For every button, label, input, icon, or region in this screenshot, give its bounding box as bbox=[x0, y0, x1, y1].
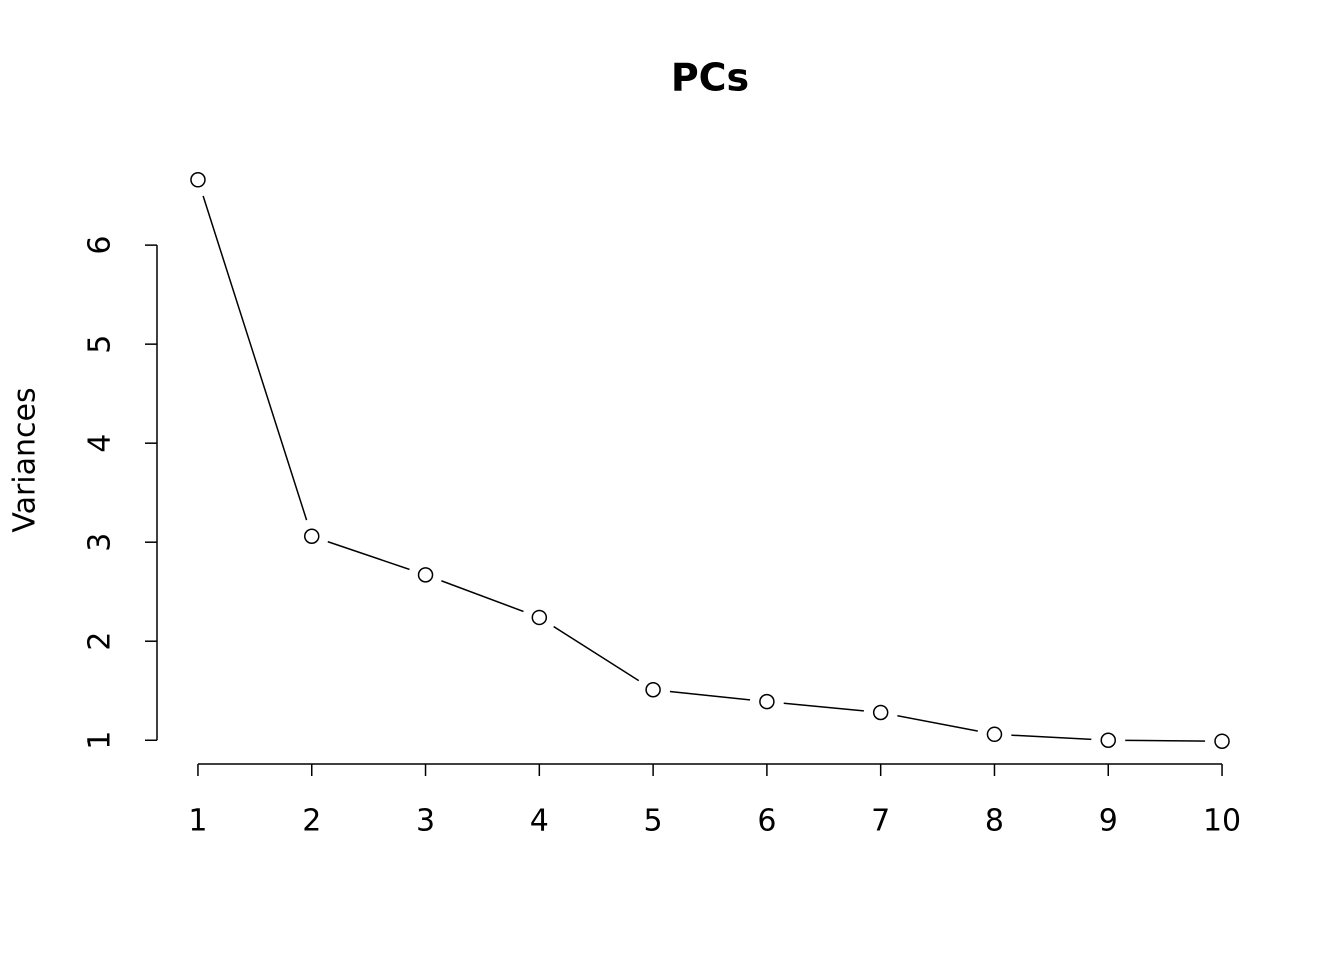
point bbox=[303, 528, 320, 545]
point bbox=[759, 693, 775, 710]
y-tick-label: 6 bbox=[83, 236, 118, 255]
x-tick-label: 6 bbox=[757, 804, 776, 839]
chart-title: PCs bbox=[671, 56, 749, 100]
point bbox=[190, 172, 206, 188]
x-tick-label: 2 bbox=[302, 804, 321, 839]
point bbox=[1100, 732, 1117, 748]
x-tick-label: 10 bbox=[1203, 804, 1241, 839]
point bbox=[645, 681, 661, 698]
x-tick-label: 7 bbox=[871, 804, 890, 839]
x-tick-label: 5 bbox=[644, 804, 663, 839]
point bbox=[986, 726, 1003, 743]
point bbox=[872, 704, 889, 721]
line bbox=[197, 179, 1223, 742]
y-tick-label: 3 bbox=[83, 533, 118, 552]
y-axis-label: Variances bbox=[8, 387, 43, 532]
y-tick-label: 4 bbox=[83, 434, 118, 453]
point bbox=[1214, 733, 1230, 749]
y-tick-label: 2 bbox=[83, 632, 118, 651]
point bbox=[531, 609, 548, 626]
point bbox=[417, 567, 434, 583]
y-tick-label: 5 bbox=[83, 335, 118, 354]
x-tick-label: 9 bbox=[1099, 804, 1118, 839]
y-tick-label: 1 bbox=[83, 731, 118, 750]
x-tick-label: 3 bbox=[416, 804, 435, 839]
x-tick-label: 8 bbox=[985, 804, 1004, 839]
x-tick-label: 4 bbox=[530, 804, 549, 839]
x-tick-label: 1 bbox=[188, 804, 207, 839]
